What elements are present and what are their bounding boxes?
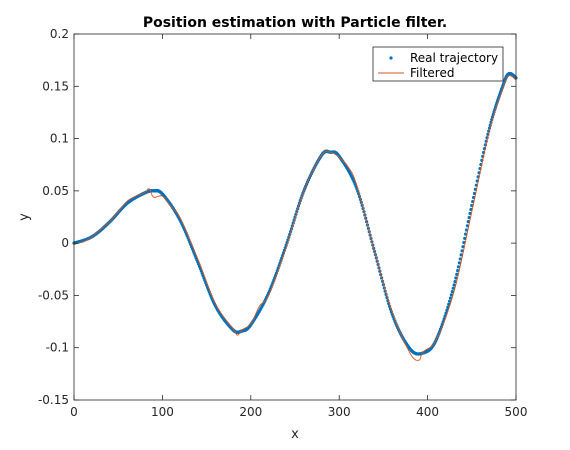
axes-box — [73, 33, 517, 401]
series-filtered — [73, 75, 517, 361]
y-tick-label: 0 — [61, 236, 69, 250]
real-trajectory-point — [451, 286, 455, 290]
ticks-layer: 0 100 200 300 400 500 -0.15 -0.1 -0.05 0 0.05 0.1 0.… — [38, 27, 528, 419]
real-trajectory-point — [462, 240, 466, 245]
legend-marker-real-trajectory — [389, 56, 393, 60]
legend-box — [372, 46, 504, 82]
real-trajectory-point — [449, 293, 454, 297]
x-tick-label: 400 — [416, 405, 439, 419]
y-tick-label: 0.1 — [50, 132, 69, 146]
real-trajectory-point — [454, 276, 458, 280]
real-trajectory-point — [450, 290, 454, 294]
chart-title: Position estimation with Particle filter… — [143, 15, 447, 31]
x-tick-label: 0 — [70, 405, 78, 419]
real-trajectory-point — [448, 299, 452, 303]
y-tick-label: -0.1 — [46, 341, 69, 355]
real-trajectory-point — [448, 296, 453, 300]
y-tick-label: 0.05 — [42, 184, 69, 198]
legend-label-filtered: Filtered — [410, 66, 454, 80]
real-trajectory-point — [463, 236, 467, 240]
y-tick-label: -0.05 — [38, 288, 69, 302]
x-tick-label: 300 — [328, 405, 351, 419]
y-tick-label: -0.15 — [38, 393, 69, 407]
series-layer — [72, 71, 518, 361]
x-tick-label: 500 — [505, 405, 528, 419]
real-trajectory-point — [461, 245, 465, 249]
real-trajectory-point — [464, 232, 468, 236]
y-tick-label: 0.15 — [42, 79, 69, 93]
real-trajectory-point — [452, 283, 456, 287]
legend-label-real-trajectory: Real trajectory — [410, 51, 498, 65]
x-tick-label: 200 — [239, 405, 262, 419]
y-tick-label: 0.2 — [50, 27, 69, 41]
legend: Real trajectory Filtered — [372, 46, 504, 82]
x-axis-label: x — [291, 427, 299, 442]
filtered-line — [73, 75, 517, 361]
x-tick-label: 100 — [151, 405, 174, 419]
real-trajectory-point — [455, 272, 459, 276]
real-trajectory-point — [458, 257, 462, 261]
real-trajectory-point — [459, 253, 463, 257]
real-trajectory-point — [457, 261, 462, 265]
y-axis-label: y — [17, 213, 32, 221]
real-trajectory-point — [456, 265, 461, 269]
real-trajectory-point — [460, 249, 464, 253]
real-trajectory-point — [453, 279, 457, 284]
real-trajectory-point — [456, 269, 460, 273]
